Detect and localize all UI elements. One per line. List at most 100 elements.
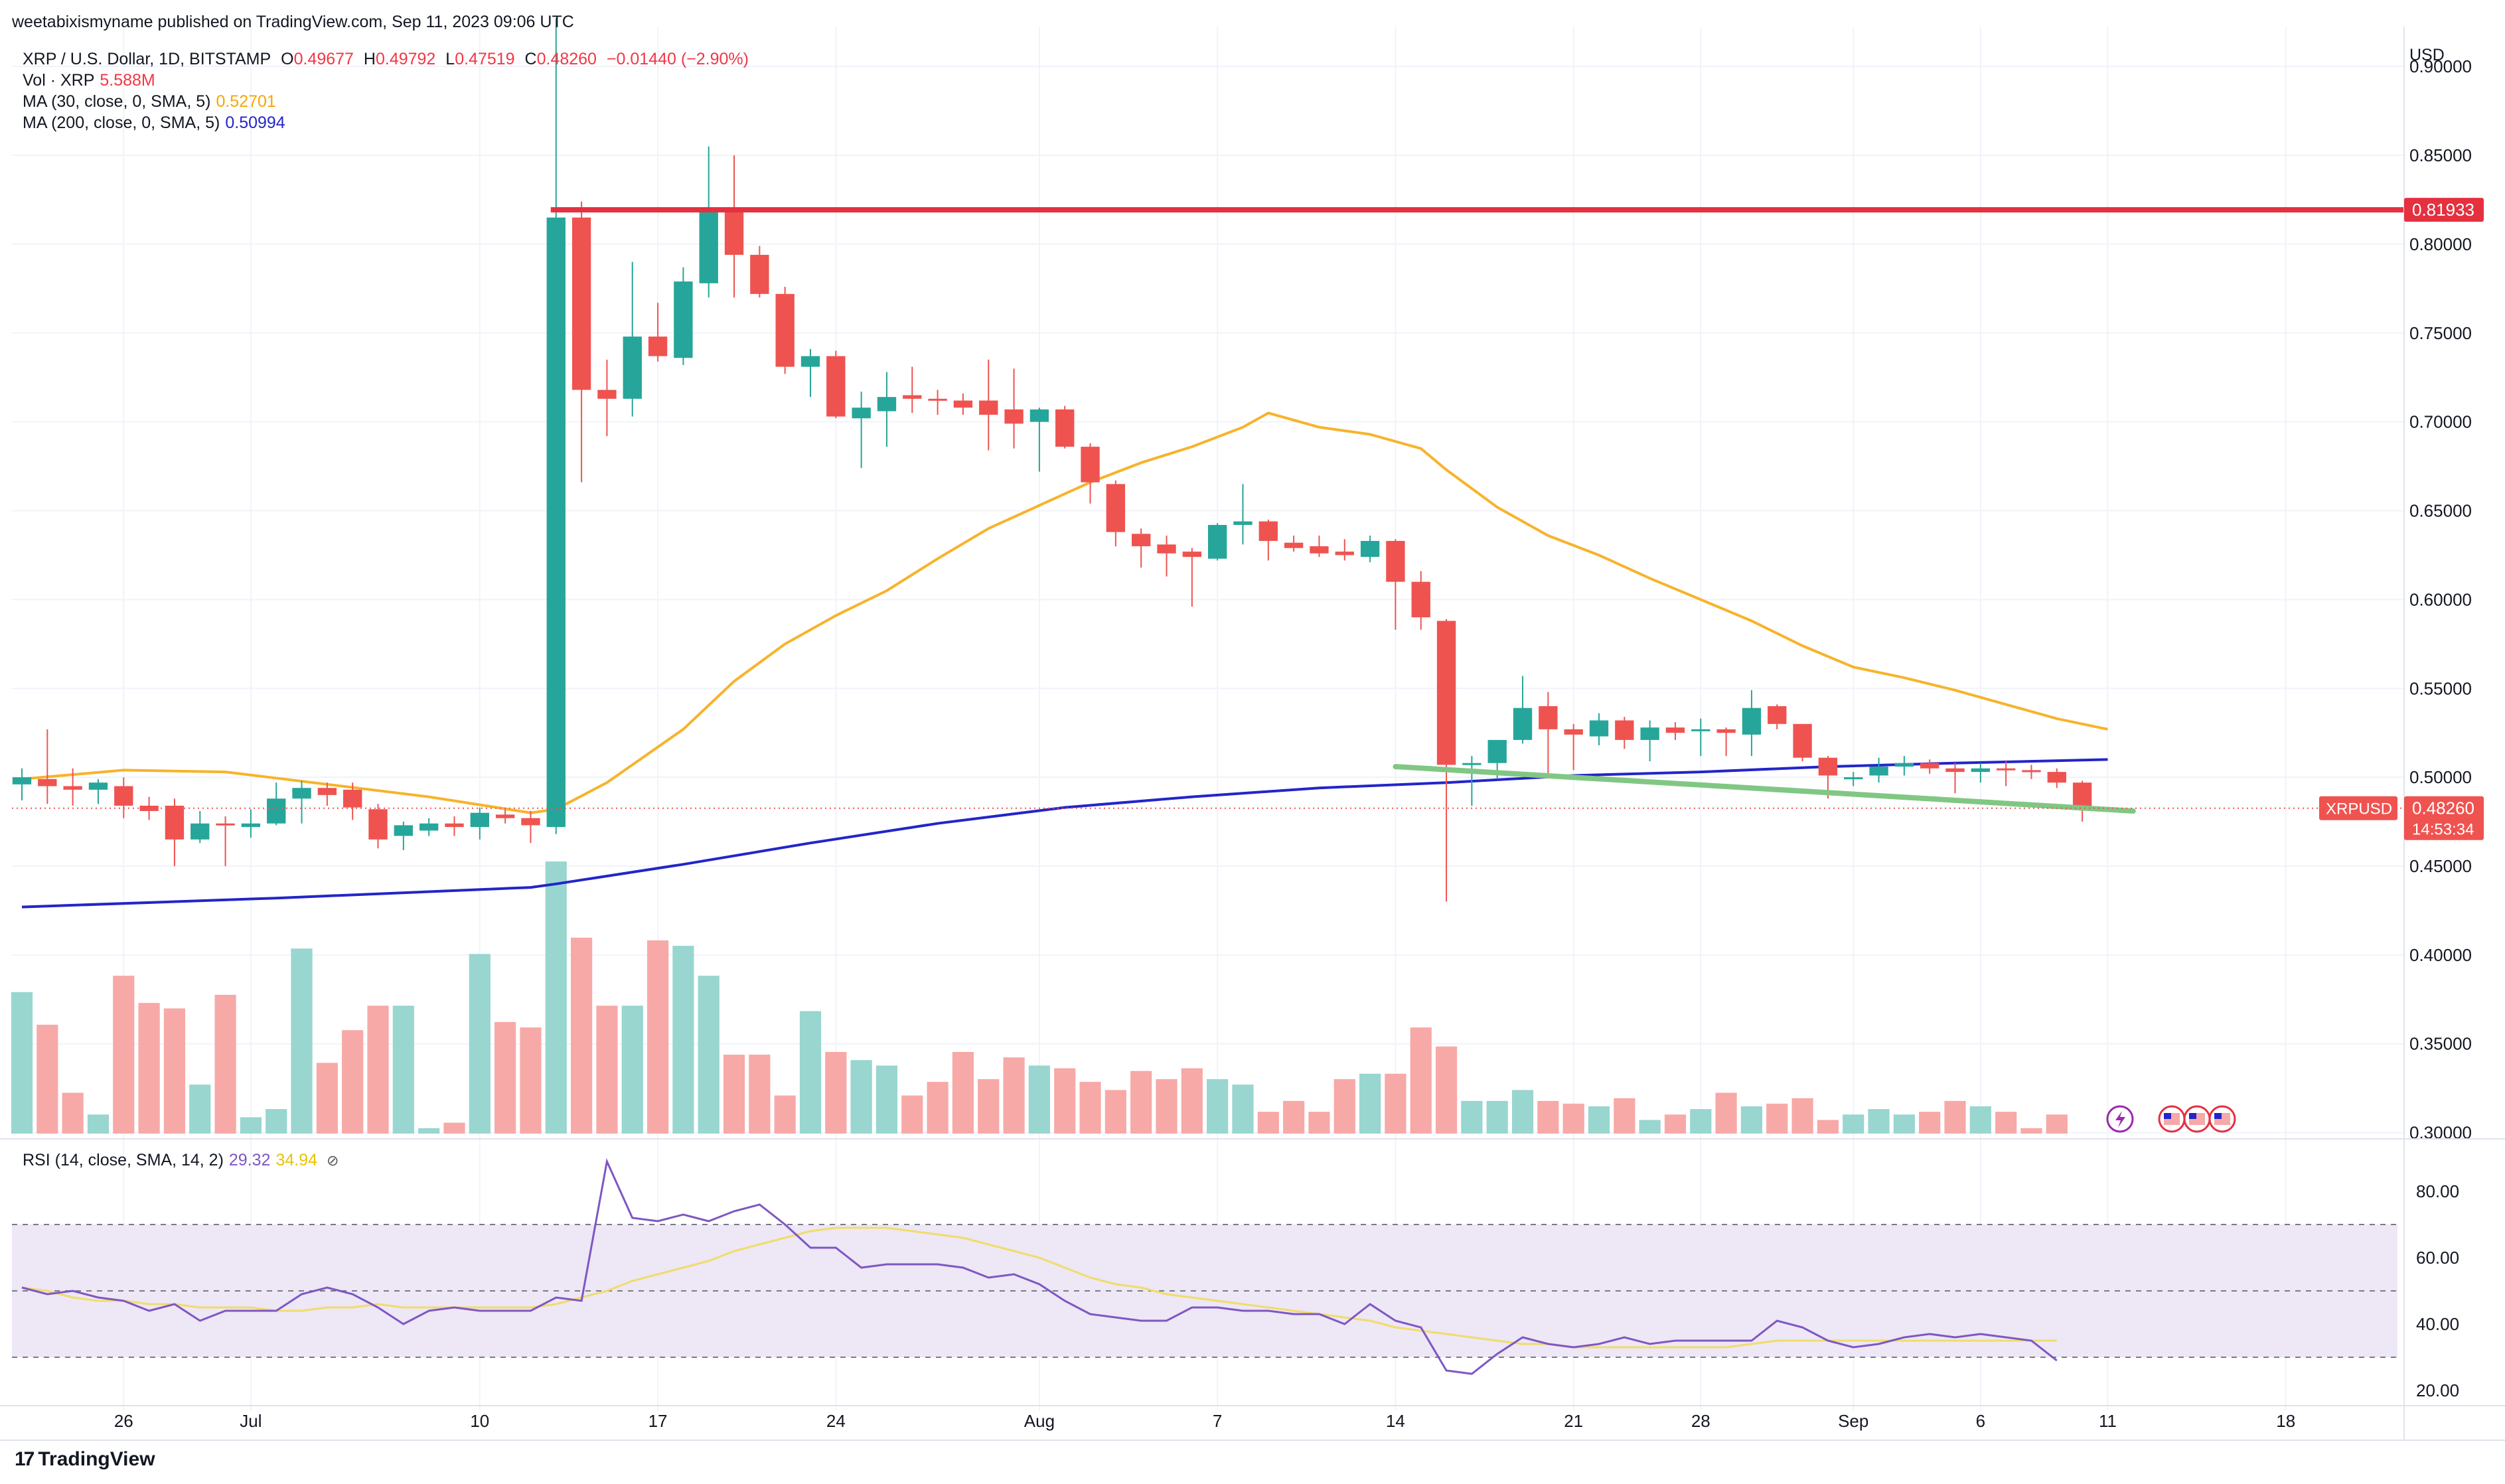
candle-body[interactable]: [1335, 552, 1354, 556]
candle-body[interactable]: [1411, 581, 1430, 618]
candle-body[interactable]: [1284, 542, 1304, 548]
axes[interactable]: 0.90000 0.85000 0.80000 0.75000 0.70000 0.650…: [0, 27, 2505, 1441]
candle-body[interactable]: [38, 779, 57, 786]
us-flag-event-icon[interactable]: [2208, 1105, 2236, 1133]
candle-body[interactable]: [674, 281, 693, 358]
candle-body[interactable]: [953, 400, 973, 408]
candle-body[interactable]: [1233, 521, 1252, 525]
candle-body[interactable]: [343, 789, 362, 808]
candle-body[interactable]: [1055, 409, 1075, 447]
candle-body[interactable]: [190, 823, 210, 840]
candle-body[interactable]: [800, 356, 820, 367]
candle-body[interactable]: [1360, 541, 1380, 557]
candle-body[interactable]: [1157, 544, 1176, 554]
candle-body[interactable]: [267, 798, 286, 824]
candle-body[interactable]: [495, 814, 515, 818]
candle-body[interactable]: [63, 786, 82, 790]
candle-body[interactable]: [88, 782, 108, 790]
candle-body[interactable]: [1462, 763, 1481, 765]
event-icons[interactable]: [2106, 1105, 2236, 1133]
candles[interactable]: [12, 18, 2092, 902]
candle-body[interactable]: [903, 395, 922, 399]
candle-body[interactable]: [724, 210, 744, 255]
lightning-event-icon[interactable]: [2106, 1105, 2134, 1133]
candle-body[interactable]: [114, 786, 133, 806]
candle-body[interactable]: [445, 823, 464, 828]
candle-body[interactable]: [648, 336, 668, 356]
candle-body[interactable]: [1742, 707, 1762, 735]
candle-body[interactable]: [928, 398, 947, 401]
candle-body[interactable]: [1691, 729, 1710, 731]
candle-body[interactable]: [368, 809, 388, 840]
candle-body[interactable]: [12, 777, 32, 784]
candle-body[interactable]: [1768, 706, 1787, 724]
candle-body[interactable]: [1004, 409, 1024, 424]
candle-body[interactable]: [394, 825, 414, 836]
candle-body[interactable]: [470, 812, 489, 828]
drawings[interactable]: [12, 207, 2404, 814]
candle-body[interactable]: [1996, 768, 2016, 771]
ma200-legend[interactable]: MA (200, close, 0, SMA, 5) 0.50994: [23, 113, 291, 133]
candle-body[interactable]: [1869, 767, 1888, 776]
candle-body[interactable]: [1029, 409, 1049, 422]
currency-label[interactable]: USD: [2409, 46, 2445, 64]
candle-body[interactable]: [419, 823, 439, 831]
hide-eye-icon[interactable]: ⊘: [327, 1152, 339, 1169]
candle-body[interactable]: [1386, 541, 1405, 582]
candle-body[interactable]: [1539, 706, 1558, 729]
candle-body[interactable]: [852, 408, 871, 419]
candle-body[interactable]: [1436, 621, 1456, 765]
candle-body[interactable]: [2072, 782, 2092, 808]
candle-body[interactable]: [571, 217, 591, 390]
candle-body[interactable]: [1487, 739, 1507, 763]
volume-legend[interactable]: Vol · XRP 5.588M: [23, 70, 161, 90]
candle-body[interactable]: [1894, 763, 1914, 767]
candle-body[interactable]: [1640, 727, 1659, 740]
candle-body[interactable]: [165, 805, 185, 840]
candle-body[interactable]: [546, 217, 566, 828]
candle-body[interactable]: [979, 400, 998, 415]
candle-body[interactable]: [1793, 723, 1812, 758]
candle-body[interactable]: [750, 254, 769, 294]
candle-body[interactable]: [292, 788, 311, 799]
candle-body[interactable]: [623, 336, 642, 399]
candle-body[interactable]: [1182, 552, 1202, 557]
candle-body[interactable]: [317, 788, 337, 795]
candle-body[interactable]: [775, 293, 795, 367]
candle-body[interactable]: [699, 210, 718, 283]
candle-body[interactable]: [2022, 770, 2041, 773]
candle-body[interactable]: [1132, 534, 1151, 547]
candle-body[interactable]: [1844, 777, 1863, 780]
candle-body[interactable]: [1589, 720, 1609, 737]
candle-body[interactable]: [241, 823, 261, 828]
candle-body[interactable]: [216, 823, 235, 826]
symbol-title[interactable]: XRP / U.S. Dollar, 1D, BITSTAMP: [23, 50, 271, 68]
candle-body[interactable]: [2047, 772, 2066, 783]
candle-body[interactable]: [139, 805, 159, 811]
candle-body[interactable]: [1106, 484, 1126, 532]
candle-body[interactable]: [1920, 763, 1939, 769]
candle-body[interactable]: [597, 390, 617, 399]
candle-body[interactable]: [1081, 447, 1100, 482]
us-flag-event-icon[interactable]: [2183, 1105, 2211, 1133]
candle-body[interactable]: [1310, 546, 1329, 554]
candle-body[interactable]: [1716, 729, 1736, 733]
candle-body[interactable]: [1207, 524, 1227, 559]
candle-body[interactable]: [521, 818, 540, 826]
candle-body[interactable]: [1564, 729, 1583, 735]
candle-body[interactable]: [877, 397, 897, 411]
candle-body[interactable]: [1665, 727, 1685, 733]
candle-body[interactable]: [1818, 757, 1838, 776]
ma30-legend[interactable]: MA (30, close, 0, SMA, 5) 0.52701: [23, 92, 281, 111]
symbol-legend[interactable]: XRP / U.S. Dollar, 1D, BITSTAMP O0.49677…: [23, 49, 754, 69]
candle-body[interactable]: [1258, 521, 1278, 542]
candle-body[interactable]: [826, 356, 846, 417]
candle-body[interactable]: [1971, 768, 1991, 773]
candle-body[interactable]: [1945, 768, 1965, 773]
support-trendline[interactable]: [1393, 764, 2136, 814]
candle-body[interactable]: [1513, 707, 1533, 740]
candle-body[interactable]: [1615, 720, 1634, 740]
us-flag-event-icon[interactable]: [2158, 1105, 2186, 1133]
rsi-legend[interactable]: RSI (14, close, SMA, 14, 2) 29.32 34.94 ⊘: [23, 1150, 344, 1171]
